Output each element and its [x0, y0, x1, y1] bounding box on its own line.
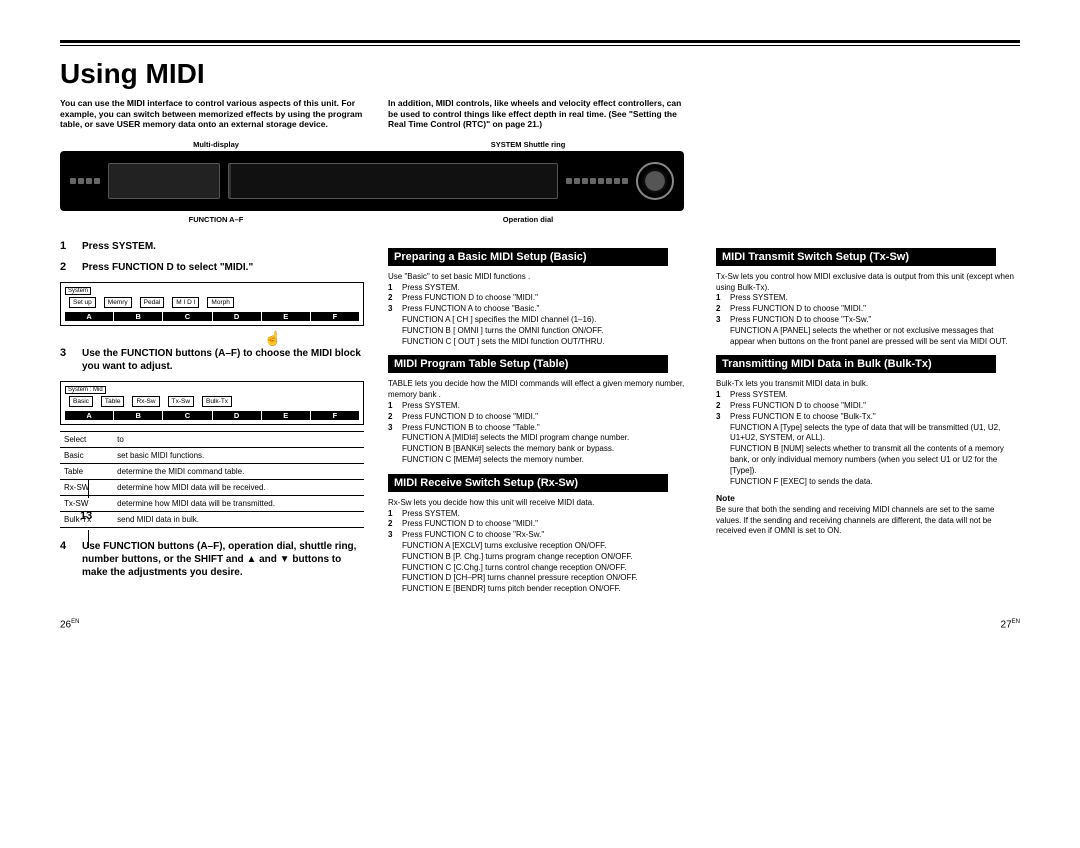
page-title: Using MIDI: [60, 58, 1020, 90]
column-right: MIDI Transmit Switch Setup (Tx-Sw) Tx-Sw…: [716, 240, 1020, 595]
rx-lead: Rx-Sw lets you decide how this unit will…: [388, 498, 692, 509]
device-label-multi: Multi-display: [60, 140, 372, 149]
device-label-shuttle: SYSTEM Shuttle ring: [372, 140, 684, 149]
note-text: Be sure that both the sending and receiv…: [716, 505, 1020, 537]
page-number-right: 27EN: [1001, 619, 1020, 630]
note-heading: Note: [716, 493, 1020, 504]
section-rx: MIDI Receive Switch Setup (Rx-Sw): [388, 474, 668, 492]
column-middle: Preparing a Basic MIDI Setup (Basic) Use…: [388, 240, 692, 595]
device-illustration: [60, 151, 684, 211]
step-1: Press SYSTEM.: [82, 240, 364, 253]
select-table: Selectto Basicset basic MIDI functions. …: [60, 431, 364, 528]
page-section-number: 13: [80, 510, 92, 522]
step-3: Use the FUNCTION buttons (A–F) to choose…: [82, 347, 364, 373]
bulk-lead: Bulk-Tx lets you transmit MIDI data in b…: [716, 379, 1020, 390]
lcd-panel-2: System : Mid BasicTableRx-SwTx-SwBulk-Tx…: [60, 381, 364, 425]
section-table: MIDI Program Table Setup (Table): [388, 355, 668, 373]
hand-icon: ☝: [182, 330, 364, 347]
section-tx: MIDI Transmit Switch Setup (Tx-Sw): [716, 248, 996, 266]
intro-right: In addition, MIDI controls, like wheels …: [388, 98, 692, 130]
column-left: 1Press SYSTEM. 2Press FUNCTION D to sele…: [60, 240, 364, 595]
tx-lead: Tx-Sw lets you control how MIDI exclusiv…: [716, 272, 1020, 294]
page-number-left: 26EN: [60, 619, 79, 630]
device-label-dial: Operation dial: [372, 215, 684, 224]
step-4: Use FUNCTION buttons (A–F), operation di…: [82, 540, 364, 579]
table-lead: TABLE lets you decide how the MIDI comma…: [388, 379, 692, 401]
intro-left: You can use the MIDI interface to contro…: [60, 98, 364, 130]
step-2: Press FUNCTION D to select "MIDI.": [82, 261, 364, 274]
section-basic: Preparing a Basic MIDI Setup (Basic): [388, 248, 668, 266]
basic-lead: Use "Basic" to set basic MIDI functions …: [388, 272, 692, 283]
section-bulk: Transmitting MIDI Data in Bulk (Bulk-Tx): [716, 355, 996, 373]
lcd-panel-1: System Set upMemryPedalM I D IMorph ABCD…: [60, 282, 364, 326]
device-label-function: FUNCTION A–F: [60, 215, 372, 224]
